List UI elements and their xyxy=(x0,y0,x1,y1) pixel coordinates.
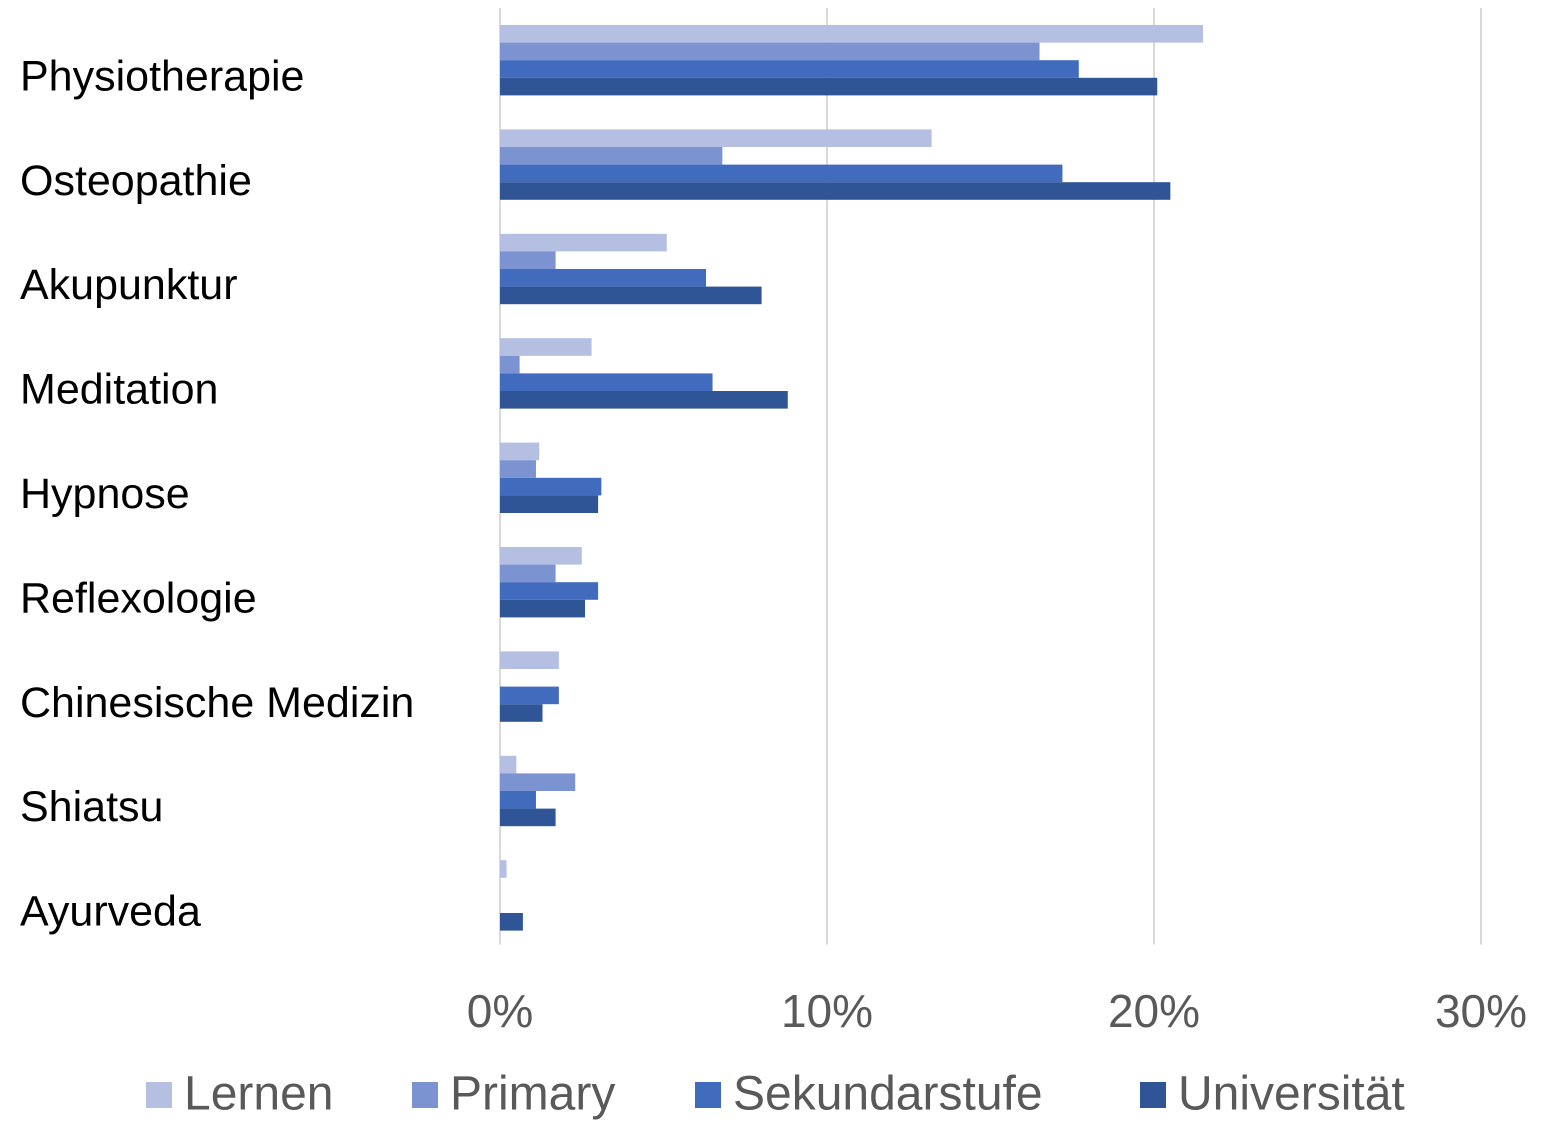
bar xyxy=(500,791,536,809)
bar xyxy=(500,233,667,252)
legend-label: Universität xyxy=(1178,1068,1405,1121)
bar xyxy=(500,686,559,705)
bar xyxy=(500,251,556,269)
bar xyxy=(500,860,507,878)
bar xyxy=(500,147,723,165)
bar xyxy=(500,77,1158,96)
category-label: Chinesische Medizin xyxy=(20,679,414,727)
bar xyxy=(500,391,788,409)
bar xyxy=(500,704,543,722)
bar xyxy=(500,495,599,513)
x-tick-label: 30% xyxy=(1435,985,1527,1037)
bar xyxy=(500,460,536,478)
category-label: Meditation xyxy=(20,366,218,414)
legend-swatch xyxy=(412,1082,438,1108)
bar xyxy=(500,25,1204,43)
bar xyxy=(500,547,582,565)
x-tick-label: 0% xyxy=(467,985,533,1037)
category-label: Reflexologie xyxy=(20,574,257,622)
legend-swatch xyxy=(695,1082,721,1108)
bar xyxy=(500,564,556,583)
legend-label: Primary xyxy=(450,1068,615,1121)
bar xyxy=(500,129,932,147)
bar xyxy=(500,755,517,774)
bar xyxy=(500,355,520,374)
bar xyxy=(500,60,1079,78)
category-label: Hypnose xyxy=(20,470,190,518)
x-tick-label: 20% xyxy=(1108,985,1200,1037)
bar xyxy=(500,373,713,391)
legend-label: Lernen xyxy=(184,1068,333,1121)
legend-swatch xyxy=(146,1082,172,1108)
bar xyxy=(500,773,576,791)
category-label: Ayurveda xyxy=(20,888,201,936)
category-label: Physiotherapie xyxy=(20,52,304,100)
bar xyxy=(500,164,1063,183)
bar xyxy=(500,477,602,496)
bar xyxy=(500,338,592,356)
bar xyxy=(500,182,1171,200)
legend-label: Sekundarstufe xyxy=(733,1068,1043,1121)
legend-swatch xyxy=(1140,1082,1166,1108)
category-label: Osteopathie xyxy=(20,157,252,205)
bar xyxy=(500,269,707,287)
category-label: Akupunktur xyxy=(20,261,238,309)
bar xyxy=(500,651,559,669)
bar xyxy=(500,599,586,618)
x-tick-label: 10% xyxy=(781,985,873,1037)
bar xyxy=(500,913,523,931)
bar xyxy=(500,442,540,461)
bar xyxy=(500,42,1040,61)
bar xyxy=(500,286,762,305)
bar xyxy=(500,582,599,600)
category-label: Shiatsu xyxy=(20,783,163,831)
bar xyxy=(500,808,556,827)
